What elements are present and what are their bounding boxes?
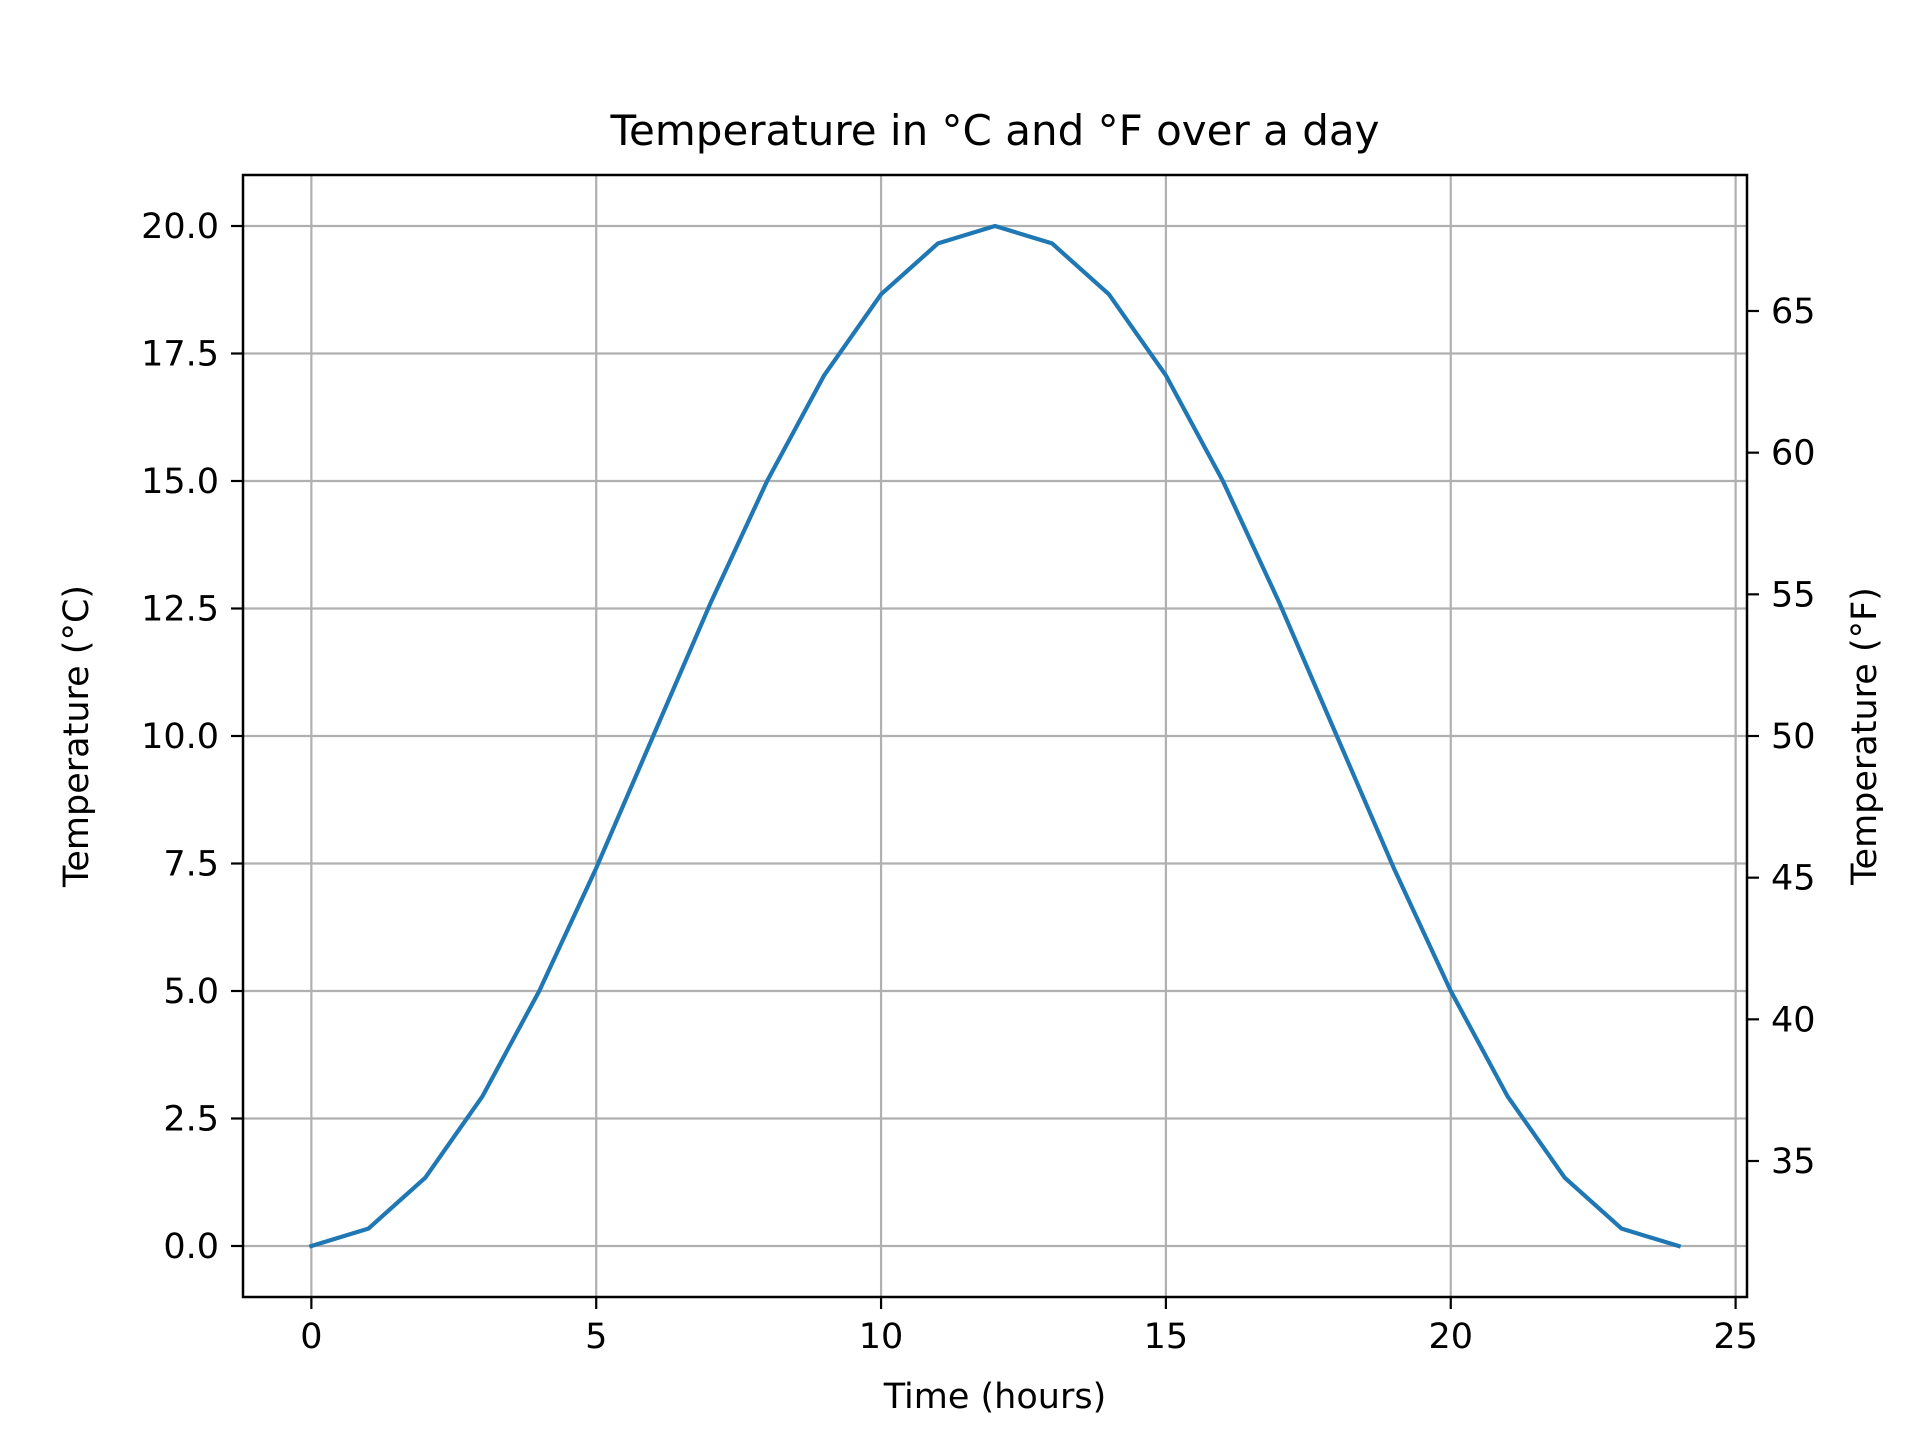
y-tick-label-left: 10.0 <box>141 717 219 757</box>
y-tick-label-left: 15.0 <box>141 462 219 502</box>
y-tick-label-right: 60 <box>1771 434 1816 474</box>
y-tick-label-left: 12.5 <box>141 590 219 630</box>
y-tick-label-right: 50 <box>1771 717 1816 757</box>
y-axis-title-left: Temperature (°C) <box>57 585 97 888</box>
x-tick-label: 20 <box>1428 1317 1473 1357</box>
y-tick-label-right: 40 <box>1771 1000 1816 1040</box>
y-tick-label-left: 0.0 <box>163 1227 219 1267</box>
x-tick-label: 0 <box>300 1317 322 1357</box>
y-tick-label-right: 35 <box>1771 1142 1816 1182</box>
series-line <box>308 223 1682 1249</box>
x-tick-label: 15 <box>1144 1317 1189 1357</box>
y-tick-label-right: 45 <box>1771 859 1816 899</box>
y-tick-label-right: 55 <box>1771 575 1816 615</box>
y-tick-label-left: 7.5 <box>163 845 219 885</box>
x-axis-title: Time (hours) <box>883 1377 1107 1417</box>
x-tick-label: 25 <box>1713 1317 1758 1357</box>
y-tick-label-left: 17.5 <box>141 335 219 375</box>
y-tick-label-left: 5.0 <box>163 972 219 1012</box>
chart-title: Temperature in °C and °F over a day <box>610 106 1380 155</box>
x-tick-label: 5 <box>585 1317 607 1357</box>
ticks: 0 5 10 15 20 25 0.0 2.5 5.0 7.5 10.0 12.5 15.0 17.5 20… <box>141 207 1815 1357</box>
x-tick-label: 10 <box>859 1317 904 1357</box>
grid <box>243 175 1747 1297</box>
y-axis-title-right: Temperature (°F) <box>1845 587 1885 886</box>
y-tick-label-left: 2.5 <box>163 1100 219 1140</box>
y-tick-label-left: 20.0 <box>141 207 219 247</box>
y-tick-label-right: 65 <box>1771 292 1816 332</box>
series-layer <box>308 223 1682 1249</box>
